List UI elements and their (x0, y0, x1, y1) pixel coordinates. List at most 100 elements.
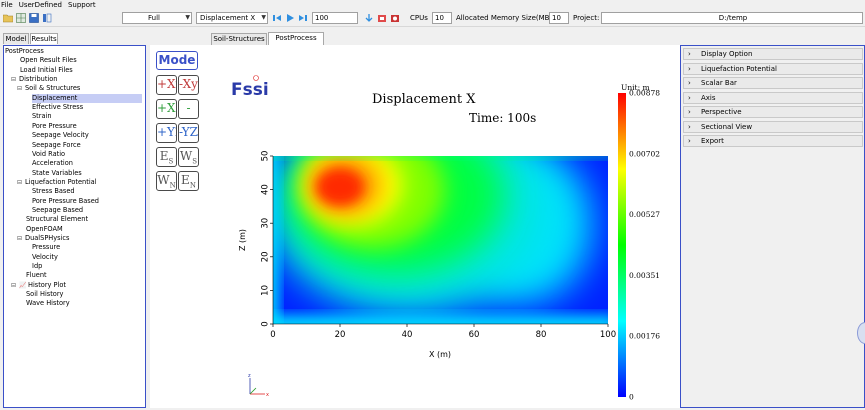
tree-item[interactable]: Seepage Velocity (32, 131, 89, 140)
save-icon[interactable] (29, 13, 39, 23)
accordion-label: Display Option (701, 50, 753, 58)
ws-main: W (179, 149, 193, 163)
open-folder-icon[interactable] (3, 13, 13, 23)
tree-item[interactable]: Pore Pressure Based (32, 196, 99, 205)
accordion-label: Axis (701, 93, 716, 102)
x-tick-label: 0 (270, 330, 275, 340)
tree-item[interactable]: Soil & Structures (25, 84, 81, 93)
accordion-section[interactable]: › Sectional View (683, 120, 863, 133)
tree-item[interactable]: Effective Stress (32, 103, 84, 112)
center-tabs: Soil-Structures PostProcess (205, 31, 680, 45)
tab-results[interactable]: Results (30, 33, 58, 44)
tab-model[interactable]: Model (3, 33, 29, 44)
accordion-section[interactable]: › Perspective (683, 106, 863, 118)
unit-label: Unit: m (621, 83, 650, 92)
view-en-button[interactable]: EN (178, 171, 199, 191)
render-icon[interactable] (377, 13, 387, 23)
variable-value: Displacement X (200, 14, 256, 22)
frame-input[interactable]: 100 (312, 12, 358, 24)
cpus-label: CPUs (410, 14, 428, 22)
view-wn-button[interactable]: WN (156, 171, 177, 191)
accordion-section[interactable]: › Liquefaction Potential (683, 62, 863, 75)
menu-support[interactable]: Support (67, 1, 96, 9)
viewport[interactable]: Fssi Displacement X Time: 100s Unit: m 0… (205, 45, 680, 408)
view-minus-xz-button[interactable]: -XZ (178, 99, 199, 119)
view-minus-xy-button[interactable]: -Xy (178, 75, 199, 95)
tree-item[interactable]: Void Ratio (32, 149, 66, 158)
accordion-section[interactable]: › Display Option (683, 48, 863, 60)
cpus-input[interactable]: 10 (432, 12, 452, 24)
chevron-right-icon: › (688, 137, 691, 145)
color-bar-label: 0.00351 (629, 271, 660, 280)
view-ws-button[interactable]: WS (178, 147, 199, 167)
tree-item[interactable]: Strain (32, 112, 52, 121)
tree-item[interactable]: Structural Element (26, 215, 89, 224)
tree-item[interactable]: Wave History (26, 299, 70, 308)
view-minus-yz-button[interactable]: -YZ (178, 123, 199, 143)
tree-item[interactable]: Fluent (26, 271, 47, 280)
tree-item[interactable]: Load Initial Files (20, 65, 73, 74)
tree-item[interactable]: Displacement (32, 93, 142, 103)
accordion-section[interactable]: › Scalar Bar (683, 77, 863, 89)
last-frame-icon[interactable] (298, 13, 308, 23)
view-plus-xz-button[interactable]: +XZ (156, 99, 177, 119)
chevron-down-icon: ▼ (185, 14, 190, 21)
tree-item[interactable]: Pressure (32, 243, 61, 252)
expander-icon[interactable]: ⊟ (17, 235, 23, 242)
tree-item[interactable]: Stress Based (32, 187, 75, 196)
view-plus-xy-button[interactable]: +Xy (156, 75, 177, 95)
color-bar-label: 0 (629, 393, 634, 402)
view-es-button[interactable]: ES (156, 147, 177, 167)
color-bar-label: 0.00527 (629, 210, 660, 219)
wn-main: W (157, 173, 170, 187)
tab-soil-structures[interactable]: Soil-Structures (211, 33, 267, 45)
accordion-section[interactable]: › Axis (683, 91, 863, 104)
menu-userdefined[interactable]: UserDefined (18, 1, 62, 9)
tree-item[interactable]: Open Result Files (20, 56, 77, 65)
variable-select[interactable]: Displacement X ▼ (196, 12, 268, 24)
tree-item[interactable]: Seepage Based (32, 205, 84, 214)
tree-item[interactable]: Liquefaction Potential (25, 177, 97, 186)
plot-title: Displacement X (372, 92, 476, 107)
expander-icon[interactable]: ⊟ (17, 85, 23, 93)
panel-toggle-icon[interactable] (42, 13, 52, 23)
y-tick-label: 50 (261, 151, 271, 162)
accordion-section[interactable]: › Export (683, 135, 863, 147)
x-tick-label: 80 (536, 330, 547, 340)
tree-item[interactable]: History Plot (28, 280, 66, 289)
expander-icon[interactable]: ⊟ (17, 178, 23, 186)
tree-item[interactable]: Distribution (19, 75, 58, 84)
view-mode-select[interactable]: Full ▼ (122, 12, 192, 24)
tab-postprocess[interactable]: PostProcess (268, 32, 324, 45)
tree-item[interactable]: DualSPHysics (25, 234, 70, 242)
project-path-input[interactable]: D:/temp (601, 12, 863, 24)
tree-item[interactable]: State Variables (32, 168, 82, 177)
en-main: E (181, 173, 190, 187)
orientation-triad: z x (248, 373, 269, 398)
tree-item[interactable]: Acceleration (32, 159, 73, 168)
download-icon[interactable] (364, 13, 374, 23)
tree-item[interactable]: OpenFOAM (26, 224, 63, 233)
grid-icon[interactable] (16, 13, 26, 23)
fssi-logo: Fssi (231, 75, 269, 100)
play-icon[interactable] (285, 13, 295, 23)
memory-input[interactable]: 10 (549, 12, 569, 24)
first-frame-icon[interactable] (272, 13, 282, 23)
color-bar-label: 0.00702 (629, 149, 660, 158)
tree-item[interactable]: PostProcess (5, 47, 44, 55)
chevron-right-icon: › (688, 122, 691, 131)
es-main: E (159, 149, 169, 163)
accordion-label: Liquefaction Potential (701, 64, 777, 73)
tree-item[interactable]: Idp (32, 262, 43, 271)
tree-item[interactable]: Pore Pressure (32, 121, 77, 130)
render-all-icon[interactable] (390, 13, 400, 23)
tree-item[interactable]: Velocity (32, 252, 58, 261)
menu-file[interactable]: File (1, 1, 13, 9)
mode-button[interactable]: Mode (156, 51, 198, 70)
expander-icon[interactable]: ⊟ (11, 76, 17, 84)
tree-item[interactable]: Soil History (26, 290, 64, 299)
tree-item[interactable]: Seepage Force (32, 140, 81, 149)
view-plus-yz-button[interactable]: +YZ (156, 123, 177, 143)
expander-icon[interactable]: ⊟ (11, 281, 17, 289)
project-label: Project: (573, 14, 600, 22)
